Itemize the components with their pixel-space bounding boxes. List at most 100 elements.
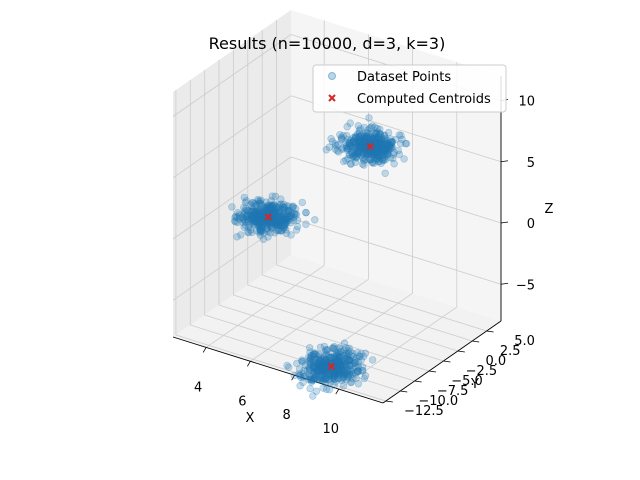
data-point: [326, 370, 334, 378]
data-point: [309, 358, 318, 367]
data-point: [374, 154, 382, 162]
data-point: [370, 148, 379, 157]
data-point: [384, 150, 392, 158]
data-point: [281, 220, 289, 228]
data-point: [334, 141, 342, 149]
data-point: [322, 350, 331, 359]
data-point: [334, 366, 343, 374]
data-point: [357, 137, 365, 145]
data-point: [285, 216, 293, 225]
data-point: [282, 229, 291, 238]
grid-x-floor: [250, 278, 369, 362]
data-point: [359, 138, 367, 146]
data-point: [375, 142, 383, 150]
data-point: [273, 226, 281, 235]
data-point: [280, 215, 288, 223]
data-point: [252, 227, 261, 235]
data-point: [352, 153, 360, 161]
data-point: [338, 358, 347, 366]
data-point: [274, 220, 282, 228]
data-point: [395, 150, 403, 159]
data-point: [317, 371, 326, 379]
data-point: [309, 352, 317, 360]
data-point: [251, 201, 260, 210]
data-point: [331, 140, 340, 148]
x-tick-mark: [202, 347, 207, 353]
data-point: [315, 375, 324, 383]
data-point: [361, 349, 370, 357]
data-point: [353, 130, 362, 138]
data-point: [373, 150, 381, 159]
data-point: [252, 209, 261, 217]
data-point: [375, 157, 384, 166]
data-point: [307, 373, 315, 381]
data-point: [281, 221, 289, 230]
data-point: [338, 135, 346, 143]
data-point: [256, 214, 264, 222]
data-point: [306, 356, 314, 365]
data-point: [265, 201, 273, 209]
data-point: [316, 361, 324, 370]
data-point: [379, 157, 387, 165]
data-point: [296, 382, 304, 390]
data-point: [320, 362, 328, 370]
data-point: [373, 148, 381, 156]
data-point: [346, 347, 355, 355]
data-point: [272, 203, 280, 211]
data-point: [352, 133, 361, 141]
data-point: [330, 342, 338, 351]
data-point: [336, 364, 345, 372]
data-point: [247, 200, 255, 209]
data-point: [258, 208, 266, 217]
data-point: [251, 212, 259, 220]
data-point: [312, 387, 321, 395]
data-point: [306, 360, 315, 368]
data-point: [375, 129, 384, 138]
z-tick-label: 5: [527, 156, 535, 171]
data-point: [388, 143, 397, 151]
data-point: [272, 220, 280, 228]
data-point: [256, 212, 264, 220]
data-point: [376, 141, 384, 149]
data-point: [259, 209, 267, 217]
grid-y-floor: [218, 304, 430, 372]
data-point: [280, 216, 289, 224]
data-point: [364, 134, 372, 142]
data-point: [314, 362, 323, 370]
data-point: [277, 217, 285, 226]
data-point: [280, 210, 288, 219]
data-point: [305, 375, 313, 384]
data-point: [329, 349, 337, 358]
data-point: [354, 149, 362, 157]
data-point: [358, 137, 366, 145]
data-point: [311, 350, 319, 358]
data-point: [280, 215, 289, 224]
data-point: [316, 362, 324, 370]
data-point: [320, 361, 329, 369]
data-point: [321, 358, 329, 366]
data-point: [293, 216, 302, 224]
data-point: [300, 366, 308, 374]
data-point: [369, 150, 377, 158]
data-point: [373, 128, 381, 136]
data-point: [251, 199, 259, 208]
data-point: [386, 143, 394, 152]
data-point: [247, 215, 256, 224]
data-point: [313, 367, 321, 376]
data-point: [271, 216, 279, 225]
z-tick-label: 10: [518, 95, 535, 110]
data-point: [376, 130, 384, 138]
data-point: [383, 140, 391, 148]
data-point: [312, 359, 321, 368]
data-point: [335, 350, 343, 358]
data-point: [254, 219, 262, 227]
data-point: [325, 375, 333, 384]
data-point: [380, 139, 388, 147]
z-tick-mark: [500, 221, 509, 224]
data-point: [318, 376, 327, 384]
data-point: [281, 214, 289, 222]
data-point: [318, 356, 326, 364]
data-point: [273, 222, 281, 230]
data-point: [299, 358, 307, 366]
